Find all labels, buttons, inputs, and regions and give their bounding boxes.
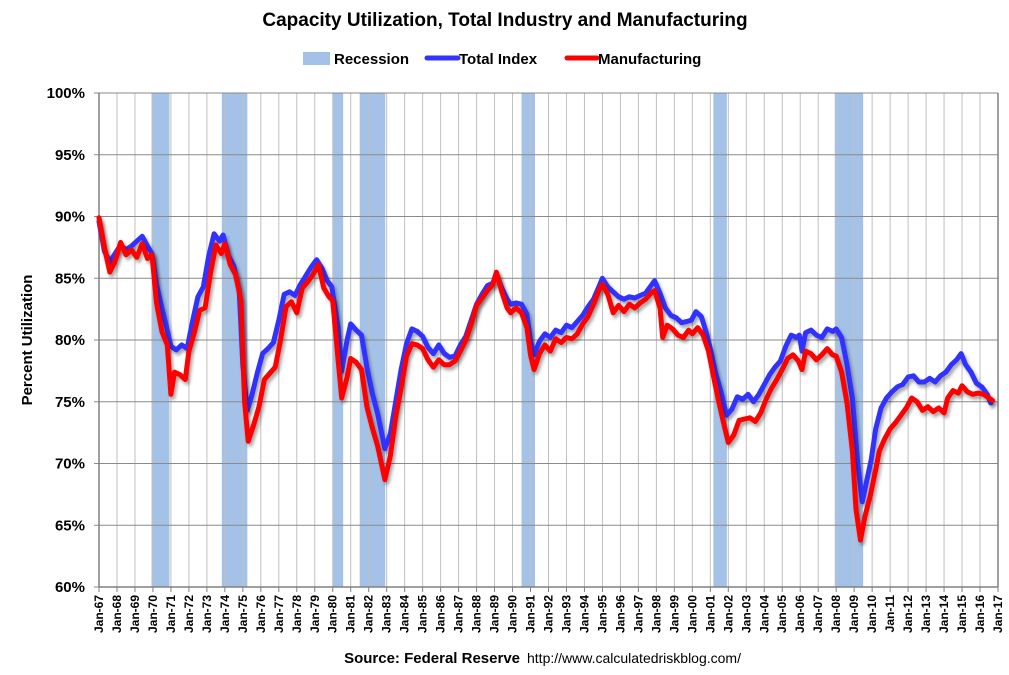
- x-tick-label: Jan-03: [739, 595, 753, 633]
- x-tick-label: Jan-73: [200, 595, 214, 633]
- x-tick-label: Jan-06: [793, 595, 807, 633]
- x-tick-label: Jan-67: [92, 595, 106, 633]
- x-tick-label: Jan-13: [919, 595, 933, 633]
- y-tick-label: 65%: [55, 517, 85, 534]
- x-tick-label: Jan-02: [721, 595, 735, 633]
- y-tick-label: 95%: [55, 147, 85, 164]
- x-tick-label: Jan-70: [146, 595, 160, 633]
- legend-item-total-index: Total Index: [424, 51, 538, 68]
- x-tick-label: Jan-81: [344, 595, 358, 633]
- x-tick-label: Jan-78: [290, 595, 304, 633]
- x-tick-label: Jan-96: [613, 595, 627, 633]
- y-axis-label: Percent Utilization: [19, 275, 36, 406]
- x-tick-label: Jan-14: [937, 595, 951, 633]
- x-tick-label: Jan-05: [775, 595, 789, 633]
- y-tick-labels: 100% 95% 90% 85% 80% 75% 70% 65% 60%: [47, 85, 85, 596]
- x-tick-label: Jan-11: [883, 595, 897, 633]
- x-tick-label: Jan-69: [128, 595, 142, 633]
- x-tick-label: Jan-72: [182, 595, 196, 633]
- x-tick-label: Jan-97: [631, 595, 645, 633]
- x-tick-label: Jan-74: [218, 595, 232, 633]
- x-tick-labels: Jan-67 Jan-68 Jan-69 Jan-70 Jan-71 Jan-72 Jan-…: [92, 595, 1005, 633]
- x-tick-label: Jan-98: [649, 595, 663, 633]
- x-tick-label: Jan-94: [577, 595, 591, 633]
- x-tick-label: Jan-89: [488, 595, 502, 633]
- x-tick-label: Jan-15: [955, 595, 969, 633]
- legend-item-manufacturing: Manufacturing: [564, 51, 701, 68]
- x-tick-label: Jan-71: [164, 595, 178, 633]
- chart-title: Capacity Utilization, Total Industry and…: [262, 10, 747, 31]
- x-tick-label: Jan-10: [865, 595, 879, 633]
- y-tick-label: 75%: [55, 394, 85, 411]
- x-tick-label: Jan-76: [254, 595, 268, 633]
- x-tick-label: Jan-85: [416, 595, 430, 633]
- legend-item-recession: Recession: [303, 51, 409, 68]
- y-tick-label: 90%: [55, 209, 85, 226]
- x-tick-label: Jan-07: [811, 595, 825, 633]
- x-tick-label: Jan-77: [272, 595, 286, 633]
- x-tick-label: Jan-17: [991, 595, 1005, 633]
- x-tick-label: Jan-88: [470, 595, 484, 633]
- legend: Recession Total Index Manufacturing: [303, 51, 701, 68]
- series-lines: [96, 215, 996, 543]
- x-tick-label: Jan-91: [524, 595, 538, 633]
- x-tick-label: Jan-84: [398, 595, 412, 633]
- x-tick-label: Jan-92: [542, 595, 556, 633]
- x-tick-label: Jan-80: [326, 595, 340, 633]
- x-tick-label: Jan-12: [901, 595, 915, 633]
- legend-swatch-recession: [303, 52, 330, 65]
- x-tick-label: Jan-68: [110, 595, 124, 633]
- x-tick-label: Jan-04: [757, 595, 771, 633]
- axes: [98, 93, 999, 592]
- x-tick-label: Jan-86: [434, 595, 448, 633]
- x-tick-label: Jan-00: [685, 595, 699, 633]
- x-tick-label: Jan-01: [703, 595, 717, 633]
- source-url: http://www.calculatedriskblog.com/: [527, 650, 741, 666]
- y-tick-label: 60%: [55, 579, 85, 596]
- x-tick-label: Jan-95: [595, 595, 609, 633]
- legend-label-manufacturing: Manufacturing: [598, 51, 701, 68]
- legend-label-recession: Recession: [334, 51, 409, 68]
- x-tick-label: Jan-82: [362, 595, 376, 633]
- legend-label-total-index: Total Index: [459, 51, 538, 68]
- y-tick-label: 80%: [55, 332, 85, 349]
- x-tick-label: Jan-79: [308, 595, 322, 633]
- x-tick-label: Jan-87: [452, 595, 466, 633]
- x-tick-label: Jan-09: [847, 595, 861, 633]
- y-tick-label: 100%: [47, 85, 85, 102]
- source-label: Source: Federal Reserve: [344, 650, 520, 667]
- x-tick-label: Jan-99: [667, 595, 681, 633]
- y-tick-label: 85%: [55, 270, 85, 287]
- series-line-manufacturing: [96, 215, 996, 543]
- y-tick-label: 70%: [55, 456, 85, 473]
- x-tick-label: Jan-93: [559, 595, 573, 633]
- x-tick-label: Jan-08: [829, 595, 843, 633]
- x-tick-label: Jan-83: [380, 595, 394, 633]
- x-tick-label: Jan-16: [973, 595, 987, 633]
- x-tick-label: Jan-90: [506, 595, 520, 633]
- x-tick-label: Jan-75: [236, 595, 250, 633]
